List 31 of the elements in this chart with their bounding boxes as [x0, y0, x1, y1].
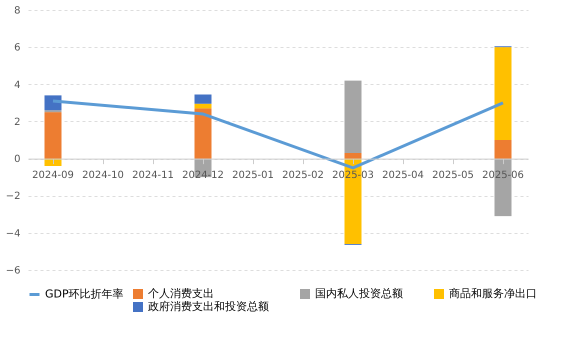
- y-tick-label: 4: [14, 80, 20, 91]
- x-tick-label: 2025-06: [482, 170, 524, 182]
- x-tick-label: 2025-01: [232, 170, 274, 182]
- line-series: [52, 100, 504, 170]
- bar: [344, 80, 362, 153]
- legend-label: GDP环比折年率: [45, 288, 124, 300]
- x-tick-label: 2024-09: [32, 170, 74, 182]
- x-tick-label: 2025-02: [282, 170, 324, 182]
- y-tick-label: 0: [14, 154, 20, 166]
- y-tick-label: −2: [6, 191, 20, 202]
- y-tick-label: −6: [6, 266, 20, 276]
- x-tick-label: 2025-04: [382, 170, 424, 182]
- legend-label: 国内私人投资总额: [315, 287, 403, 300]
- x-tick-label: 2024-11: [132, 170, 174, 182]
- bar: [494, 47, 512, 140]
- y-tick-label: 2: [14, 116, 20, 128]
- x-tick-label: 2025-05: [432, 170, 474, 182]
- legend-label: 个人消费支出: [148, 287, 214, 300]
- y-tick-label: −4: [6, 228, 20, 240]
- x-tick-label: 2024-12: [182, 170, 224, 182]
- bar: [194, 108, 212, 159]
- legend-label: 商品和服务净出口: [449, 287, 537, 300]
- legend-label: 政府消费支出和投资总额: [148, 300, 269, 313]
- bar: [194, 94, 212, 104]
- y-tick-label: 6: [14, 42, 20, 54]
- bar: [494, 140, 512, 159]
- y-tick-label: 8: [14, 6, 20, 16]
- bar: [344, 153, 362, 159]
- bar: [194, 104, 212, 108]
- bar: [44, 112, 62, 159]
- x-tick-label: 2024-10: [82, 170, 124, 182]
